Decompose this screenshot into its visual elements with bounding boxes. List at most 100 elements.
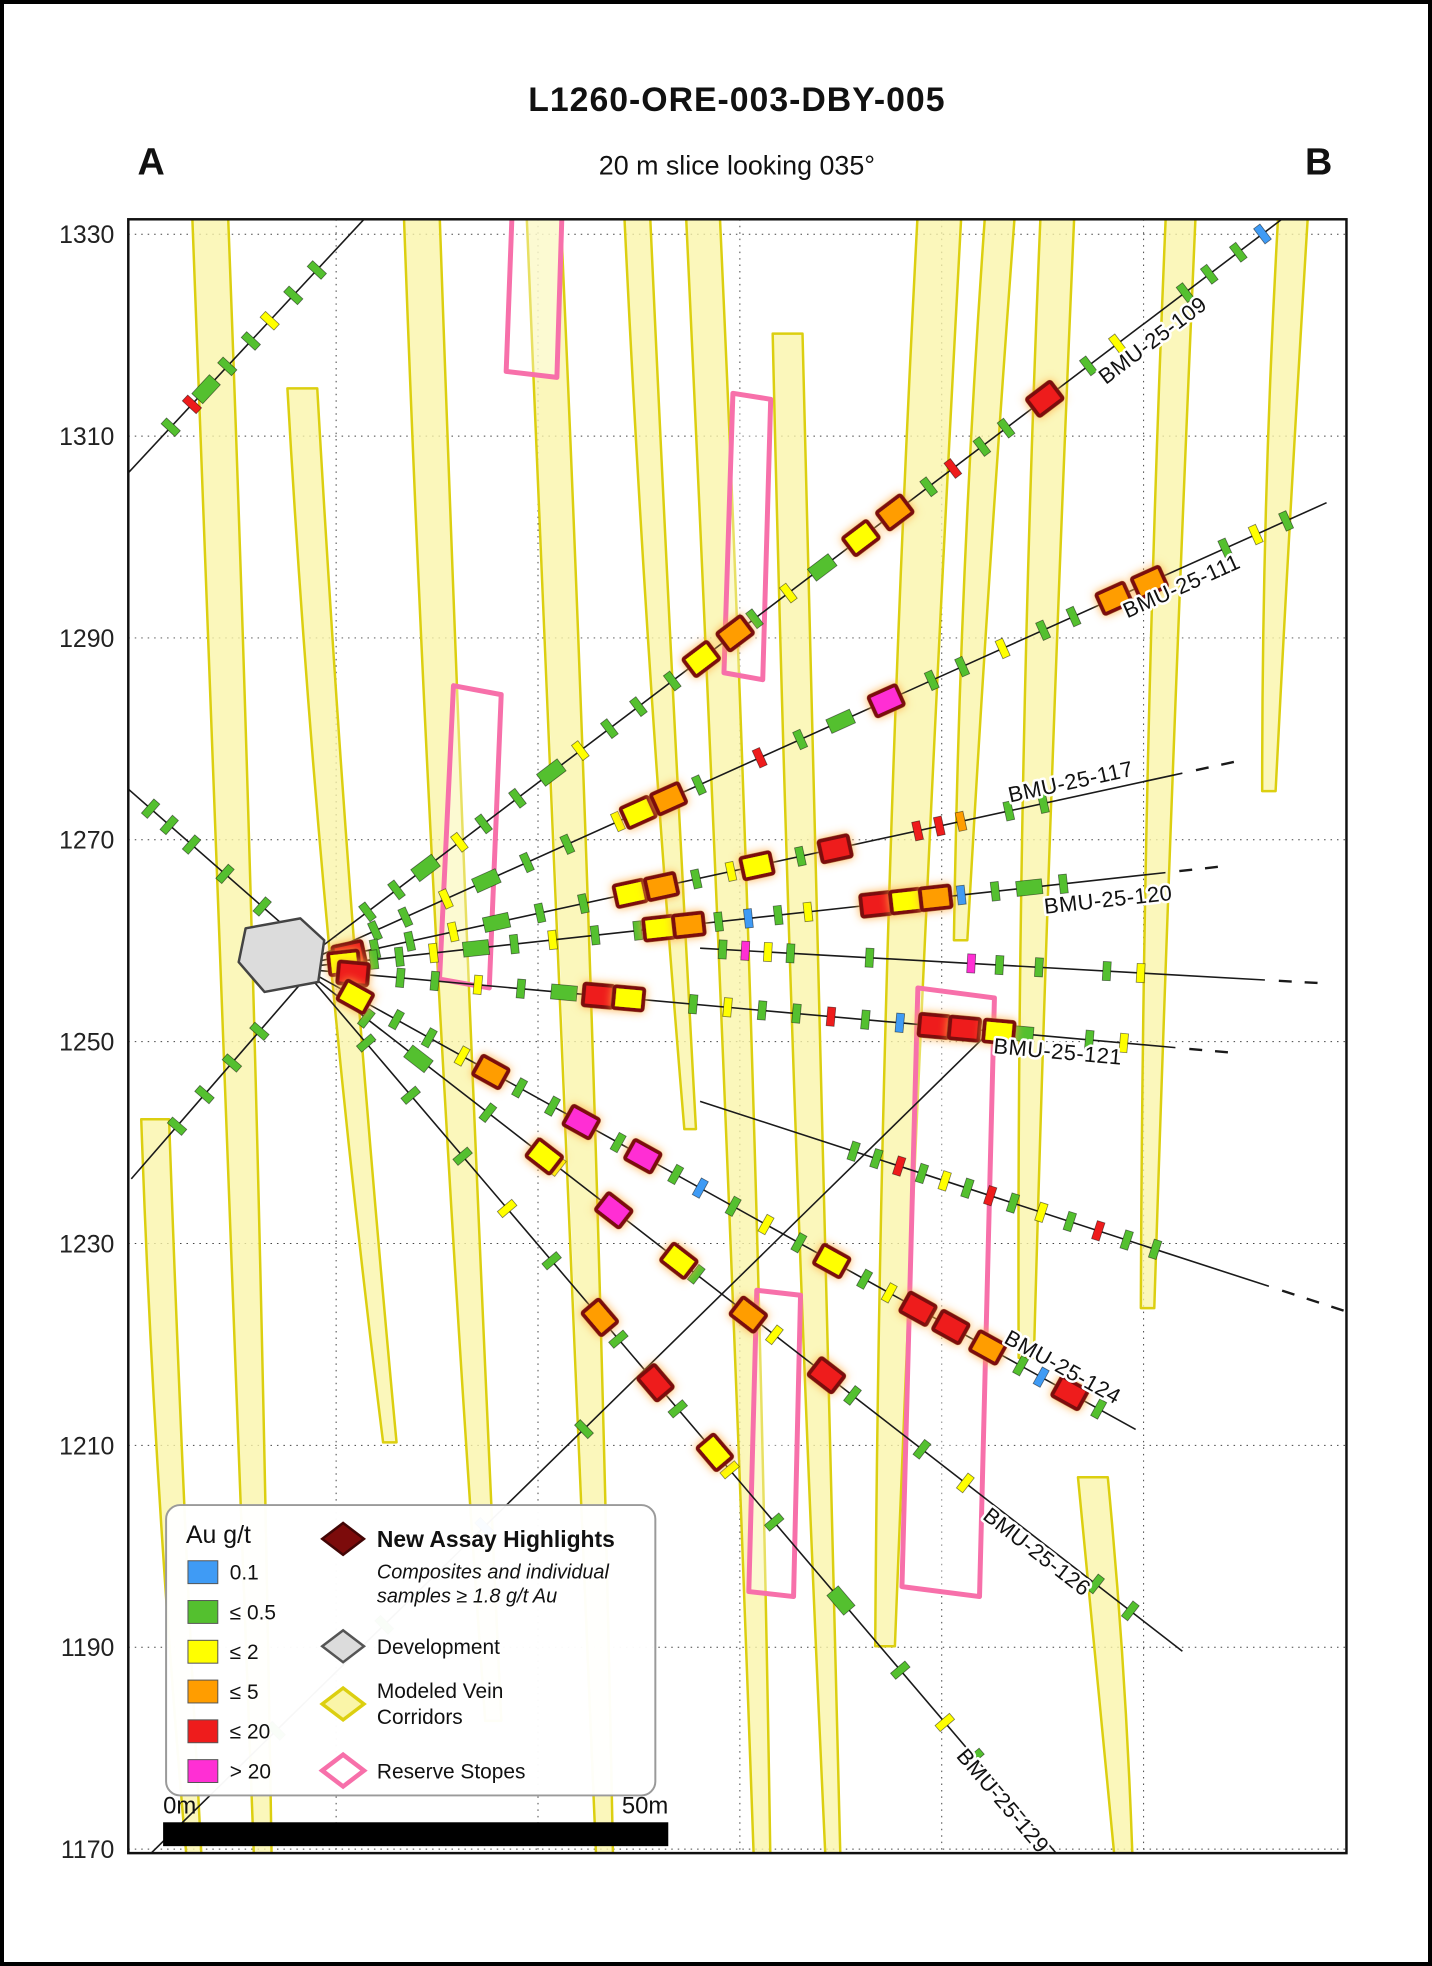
assay-highlight (1094, 580, 1134, 616)
assay-interval-tick (1247, 523, 1264, 546)
assay-interval-tick (724, 1195, 742, 1218)
section-figure: L1260-ORE-003-DBY-005 20 m slice looking… (59, 81, 1348, 1864)
elevation-label: 1170 (61, 1836, 114, 1864)
assay-interval-tick (1086, 1573, 1106, 1595)
assay-highlight (866, 683, 906, 719)
legend-grade-label: ≤ 5 (230, 1681, 259, 1704)
assay-interval-tick (742, 908, 754, 929)
assay-highlight (715, 614, 755, 653)
assay-interval-tick (240, 331, 262, 351)
assay-interval-tick (508, 933, 520, 955)
assay-interval-tick (559, 833, 576, 856)
elevation-label: 1330 (59, 221, 114, 249)
end-of-hole-dash (1214, 1050, 1229, 1054)
assay-interval-tick (955, 1472, 975, 1494)
assay-interval-tick (437, 888, 454, 910)
assay-interval-tick (1147, 1238, 1163, 1261)
assay-interval-tick (515, 978, 527, 999)
assay-interval-tick (846, 1140, 861, 1162)
assay-interval-tick (662, 670, 682, 692)
assay-interval-tick (763, 1512, 785, 1532)
legend-grade-swatch (187, 1759, 219, 1784)
assay-interval-tick (790, 1232, 808, 1254)
assay-interval-tick (166, 1116, 188, 1136)
assay-interval-tick (1034, 1201, 1049, 1224)
assay-highlight (806, 1356, 847, 1395)
reserve-stope-outline (437, 683, 504, 991)
drill-trace (130, 967, 315, 1180)
assay-highlight (594, 1191, 634, 1230)
assay-interval-tick (1090, 1398, 1108, 1420)
assay-interval-tick (541, 1251, 562, 1271)
assay-highlight (642, 871, 681, 903)
legend-item-sublabel: Composites and individual (377, 1562, 610, 1584)
assay-interval-tick (751, 746, 768, 769)
end-of-hole-dash (1220, 760, 1235, 766)
assay-interval-tick (159, 814, 179, 836)
assay-interval-tick (1032, 1366, 1050, 1388)
legend-grade-swatch (187, 1600, 219, 1624)
vein-corridor (1139, 219, 1197, 1310)
assay-interval-tick (994, 954, 1005, 976)
vein-corridor (1076, 1475, 1134, 1854)
end-of-hole-dash (1195, 766, 1209, 772)
end-of-hole-dash (1281, 1289, 1295, 1296)
vein-corridor (1260, 219, 1309, 793)
figure-subtitle: 20 m slice looking 035° (599, 151, 875, 181)
assay-interval-tick (221, 1053, 243, 1073)
assay-highlight (580, 981, 617, 1010)
assay-interval-tick (446, 921, 460, 943)
assay-interval-tick (855, 1268, 874, 1290)
legend-vein-swatch (319, 1685, 367, 1723)
assay-interval-tick (756, 1000, 768, 1021)
assay-highlight (1129, 564, 1169, 600)
reserve-stope-outline (899, 985, 997, 1600)
assay-interval-tick (966, 953, 977, 974)
assay-interval-tick (1135, 962, 1146, 984)
elevation-label: 1310 (59, 423, 114, 451)
scale-bar: 0m 50m (163, 1792, 669, 1847)
scale-bar-rect (163, 1822, 669, 1847)
legend-grade-label: > 20 (230, 1761, 271, 1784)
legend-item-sublabel: samples ≥ 1.8 g/t Au (377, 1586, 557, 1608)
assay-interval-tick (1015, 878, 1044, 897)
end-of-hole-dash (1204, 865, 1218, 870)
assay-interval-tick (410, 853, 441, 883)
legend-development-swatch (320, 1628, 367, 1664)
assay-interval-tick (802, 901, 814, 923)
assay-interval-tick (1034, 957, 1044, 978)
end-of-hole-dash (1189, 1047, 1203, 1052)
assay-highlights (326, 379, 1169, 1473)
reserve-stope-outline (503, 219, 565, 380)
legend-item-label: Modeled Vein (377, 1680, 504, 1703)
assay-interval-tick (794, 845, 807, 867)
assay-interval-tick (1118, 1032, 1129, 1054)
assay-interval-tick (570, 740, 590, 762)
assay-interval-tick (249, 1021, 270, 1042)
assay-highlight (917, 883, 954, 913)
legend-grade-title: Au g/t (186, 1521, 251, 1549)
assay-interval-tick (1091, 1220, 1106, 1242)
assay-interval-tick (387, 879, 406, 901)
legend-box (165, 1504, 657, 1797)
vein-corridor (623, 219, 698, 1131)
assay-interval-tick (429, 970, 441, 992)
legend: Au g/t 0.1 ≤ 0.5 ≤ 2 ≤ 5 ≤ 20 > 20 New Assay Hi… (165, 1504, 657, 1797)
assay-interval-tick (511, 1077, 529, 1099)
assay-interval-tick (860, 1009, 871, 1030)
assay-interval-tick (792, 728, 809, 751)
assay-interval-tick (1002, 800, 1016, 822)
assay-interval-tick (880, 1282, 898, 1304)
development-polygon (237, 917, 326, 994)
assay-highlight (875, 493, 915, 532)
assay-interval-tick (474, 813, 494, 835)
assay-interval-tick (806, 553, 838, 582)
legend-item-label: New Assay Highlights (377, 1526, 615, 1552)
assay-interval-tick (912, 1438, 932, 1460)
elevation-label: 1250 (59, 1029, 114, 1057)
assay-interval-tick (461, 939, 491, 958)
assay-interval-tick (825, 1006, 837, 1027)
assay-interval-tick (395, 967, 406, 989)
assay-highlight (524, 1137, 564, 1176)
drill-trace (128, 219, 365, 474)
